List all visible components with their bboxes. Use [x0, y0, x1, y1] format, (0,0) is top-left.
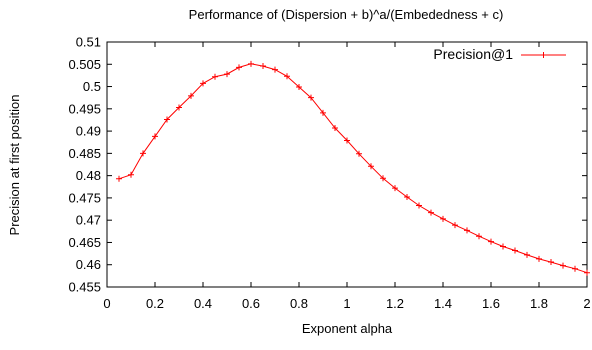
y-tick-label: 0.495	[68, 101, 101, 116]
data-point	[140, 150, 146, 157]
data-point	[392, 185, 398, 192]
legend-label-precision-at-1: Precision@1	[433, 46, 513, 62]
data-point	[440, 215, 446, 222]
y-tick-label: 0.5	[83, 79, 101, 94]
data-point	[560, 262, 566, 269]
y-tick-label: 0.49	[76, 124, 101, 139]
x-tick-label: 0.2	[146, 296, 164, 311]
data-point	[200, 80, 206, 87]
data-point	[296, 83, 302, 90]
x-tick-label: 1	[343, 296, 350, 311]
data-point	[416, 202, 422, 209]
data-point	[284, 73, 290, 80]
data-point	[152, 133, 158, 140]
data-point	[512, 247, 518, 254]
data-point	[404, 194, 410, 201]
y-axis-label: Precision at first position	[7, 95, 22, 236]
y-tick-label: 0.48	[76, 168, 101, 183]
data-point	[260, 63, 266, 70]
y-tick-label: 0.47	[76, 213, 101, 228]
data-point	[332, 124, 338, 131]
data-point	[236, 64, 242, 71]
x-axis-label: Exponent alpha	[302, 321, 393, 336]
x-tick-label: 1.2	[386, 296, 404, 311]
y-tick-label: 0.46	[76, 257, 101, 272]
legend: Precision@1	[433, 46, 566, 62]
data-point	[212, 73, 218, 80]
x-tick-label: 0.8	[290, 296, 308, 311]
data-point	[164, 116, 170, 123]
data-point	[524, 251, 530, 258]
y-tick-label: 0.485	[68, 146, 101, 161]
legend-sample-marker	[540, 52, 547, 58]
x-tick-label: 1.8	[530, 296, 548, 311]
data-point	[572, 265, 578, 272]
x-tick-label: 0.4	[194, 296, 212, 311]
data-point	[176, 104, 182, 111]
data-point	[428, 209, 434, 216]
x-tick-label: 2	[583, 296, 590, 311]
y-tick-label: 0.475	[68, 190, 101, 205]
y-tick-label: 0.465	[68, 235, 101, 250]
data-point	[452, 222, 458, 229]
data-point	[128, 171, 134, 178]
data-point	[116, 175, 122, 182]
x-tick-label: 0	[103, 296, 110, 311]
data-point	[584, 269, 590, 276]
data-point	[308, 94, 314, 101]
y-tick-label: 0.505	[68, 57, 101, 72]
data-point	[272, 66, 278, 73]
chart-title: Performance of (Dispersion + b)^a/(Embed…	[189, 7, 504, 22]
data-point	[248, 60, 254, 67]
data-point	[380, 175, 386, 182]
data-point	[188, 92, 194, 99]
data-point	[224, 71, 230, 78]
data-point	[500, 243, 506, 250]
y-tick-label: 0.455	[68, 280, 101, 295]
data-point	[368, 163, 374, 170]
x-tick-label: 1.6	[482, 296, 500, 311]
series-line-precision-at-1	[118, 63, 588, 274]
data-point	[536, 255, 542, 262]
data-point	[356, 150, 362, 157]
data-point	[488, 238, 494, 245]
data-point	[344, 137, 350, 144]
data-point	[320, 109, 326, 116]
plot-area: 0.455 0.46 0.465 0.47 0.475 0.48 0.485 0.49 0.49…	[68, 35, 590, 312]
data-point	[476, 233, 482, 240]
y-tick-label: 0.51	[76, 35, 101, 50]
data-point	[548, 259, 554, 266]
x-tick-label: 0.6	[242, 296, 260, 311]
x-tick-label: 1.4	[434, 296, 452, 311]
data-point	[464, 227, 470, 234]
